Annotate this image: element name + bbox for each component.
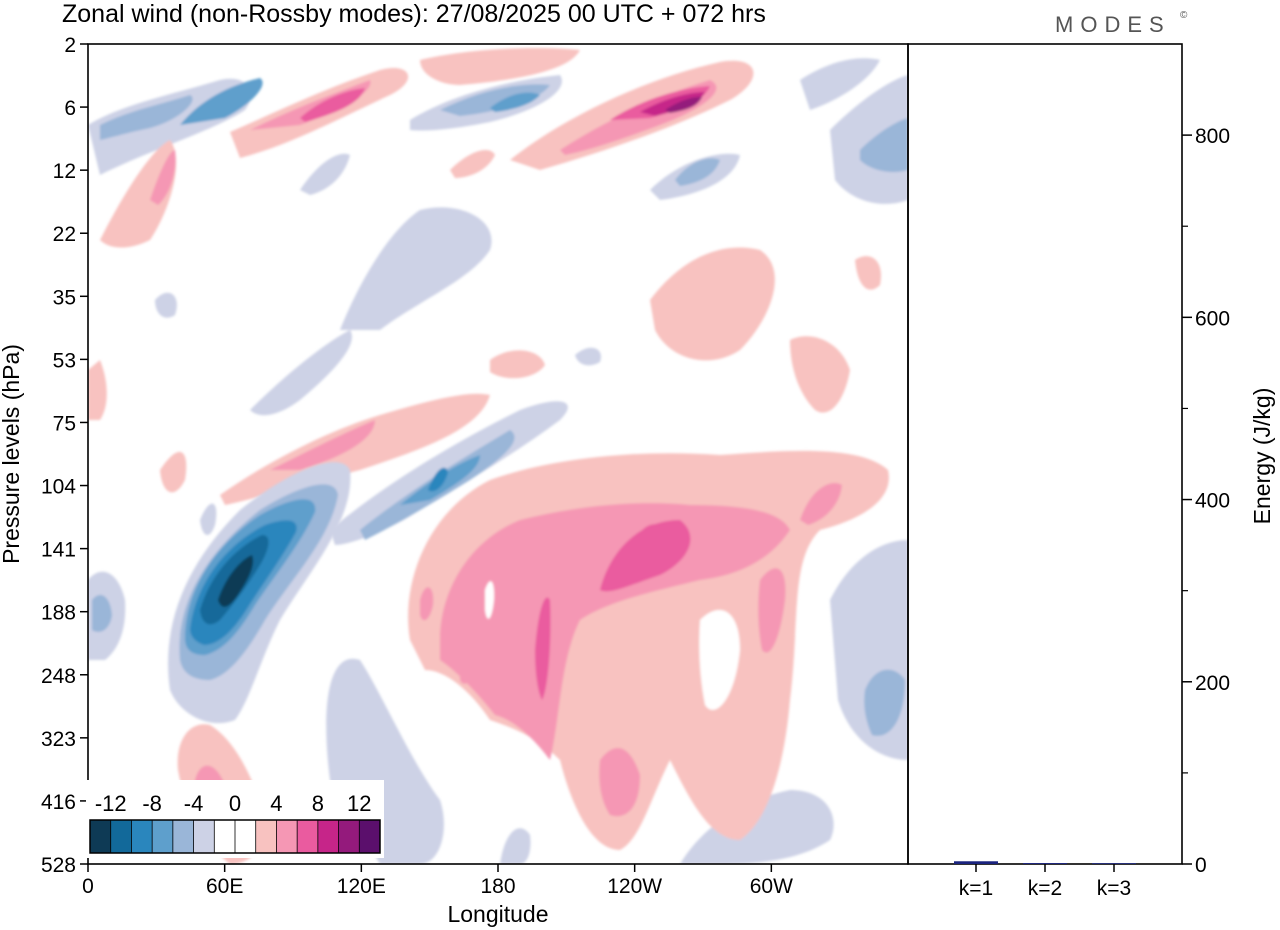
colorbar-swatch xyxy=(131,820,153,853)
energy-tick-label: 400 xyxy=(1195,490,1230,513)
y-tick-label: 188 xyxy=(41,602,76,625)
y-axis-label: Pressure levels (hPa) xyxy=(0,344,24,564)
x-axis: 0 60E 120E 180 120W 60W xyxy=(82,864,793,898)
colorbar: -12 -8 -4 0 4 8 12 xyxy=(86,780,384,858)
y-tick-label: 75 xyxy=(53,412,76,435)
y-tick-label: 416 xyxy=(41,791,76,814)
y-tick-label: 323 xyxy=(41,728,76,751)
colorbar-swatch xyxy=(235,820,257,853)
colorbar-swatch xyxy=(359,820,381,853)
heatmap-field xyxy=(88,44,908,864)
colorbar-swatch xyxy=(172,820,195,853)
energy-frame xyxy=(907,43,1183,865)
colorbar-frame xyxy=(89,819,381,854)
x-axis-label: Longitude xyxy=(447,901,548,927)
y-tick-label: 6 xyxy=(64,97,76,120)
x-tick-label: 0 xyxy=(82,875,94,898)
brand-mark: © xyxy=(1180,10,1188,21)
colorbar-swatch xyxy=(152,820,174,853)
x-tick-label: 60W xyxy=(750,875,793,898)
y-tick-label: 248 xyxy=(41,665,76,688)
y-axis: 2 6 12 22 35 53 75 104 141 188 248 323 416 528 xyxy=(41,34,88,877)
colorbar-label: -8 xyxy=(142,791,162,816)
colorbar-label: 8 xyxy=(312,791,324,816)
colorbar-swatch xyxy=(338,820,360,853)
colorbar-swatch xyxy=(193,820,215,853)
energy-category-label: k=2 xyxy=(1028,877,1062,900)
colorbar-swatch xyxy=(214,820,236,853)
colorbar-label: 0 xyxy=(229,791,241,816)
y-tick-label: 104 xyxy=(41,476,76,499)
y-tick-label: 35 xyxy=(53,286,76,309)
colorbar-swatch xyxy=(276,820,298,853)
y-tick-label: 141 xyxy=(41,539,76,562)
energy-axis-label: Energy (J/kg) xyxy=(1249,388,1275,525)
y-tick-label: 53 xyxy=(53,349,76,372)
y-tick-label: 528 xyxy=(41,854,76,877)
chart-title: Zonal wind (non-Rossby modes): 27/08/202… xyxy=(62,0,766,28)
colorbar-swatch xyxy=(90,820,112,853)
x-tick-label: 60E xyxy=(206,875,243,898)
y-tick-label: 22 xyxy=(53,223,76,246)
energy-bars: k=1 k=2 k=3 xyxy=(954,861,1136,900)
colorbar-label: 12 xyxy=(347,791,371,816)
energy-category-label: k=3 xyxy=(1097,877,1131,900)
colorbar-swatch xyxy=(297,820,319,853)
energy-tick-label: 800 xyxy=(1195,125,1230,148)
energy-bar xyxy=(1092,863,1136,864)
y-tick-label: 12 xyxy=(53,160,76,183)
x-tick-label: 120E xyxy=(337,875,386,898)
energy-tick-label: 0 xyxy=(1195,854,1207,877)
energy-axis: 0 200 400 600 800 xyxy=(1182,125,1230,877)
y-tick-label: 2 xyxy=(64,34,76,57)
colorbar-label: -12 xyxy=(95,791,127,816)
colorbar-swatch xyxy=(317,820,340,853)
colorbar-swatch xyxy=(110,820,132,853)
energy-category-label: k=1 xyxy=(959,877,993,900)
energy-bar xyxy=(954,861,998,864)
colorbar-label: -4 xyxy=(184,791,204,816)
energy-tick-label: 600 xyxy=(1195,307,1230,330)
energy-bar xyxy=(1023,863,1067,864)
x-tick-label: 120W xyxy=(607,875,662,898)
colorbar-label: 4 xyxy=(270,791,282,816)
brand-logo: MODES xyxy=(1055,12,1171,37)
energy-tick-label: 200 xyxy=(1195,672,1230,695)
x-tick-label: 180 xyxy=(480,875,515,898)
colorbar-swatch xyxy=(255,820,277,853)
